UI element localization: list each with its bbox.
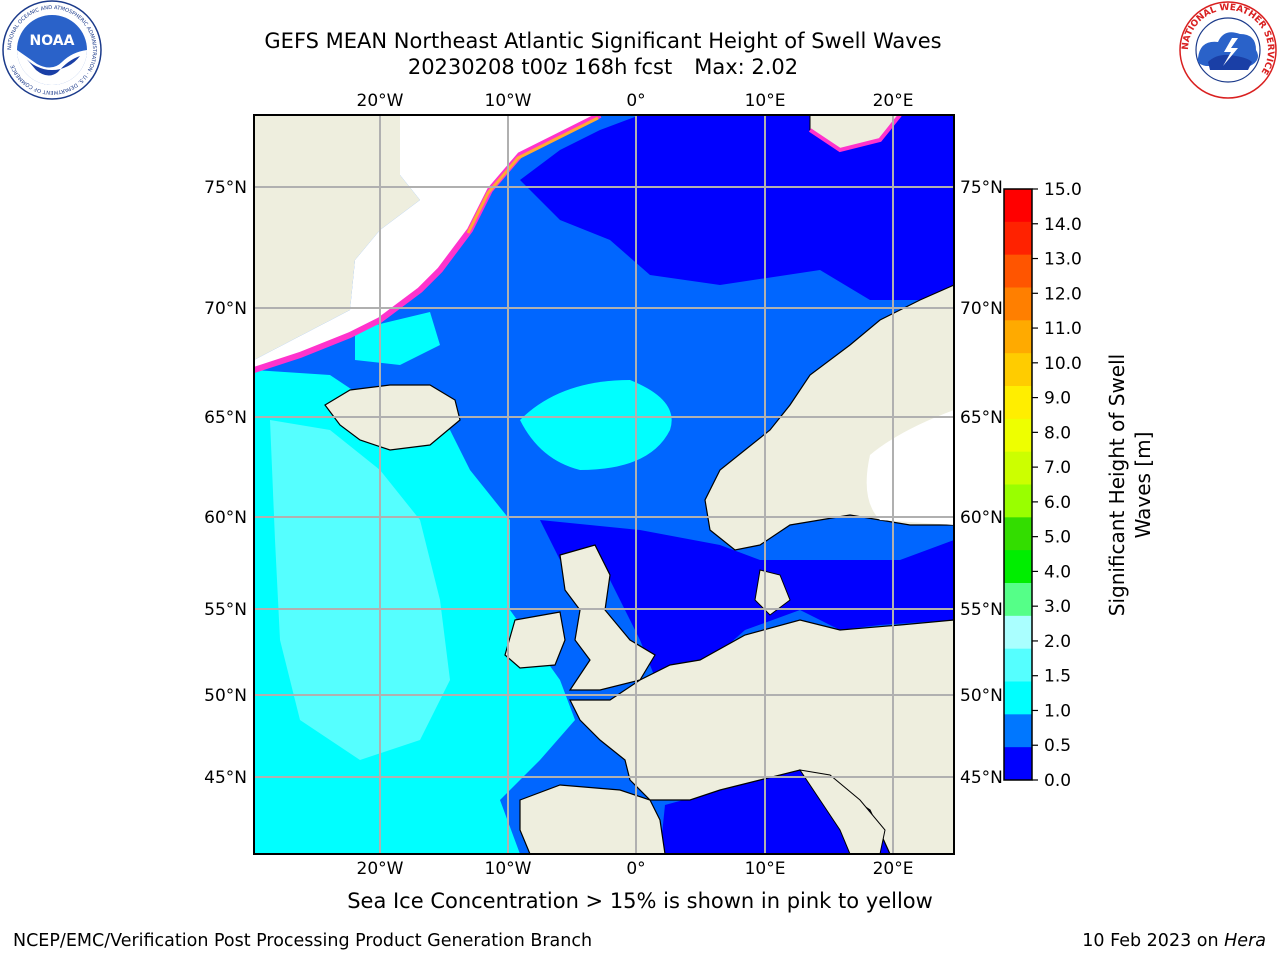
map-layers bbox=[254, 115, 954, 854]
colorbar-segment bbox=[1004, 681, 1032, 715]
colorbar-segment bbox=[1004, 254, 1032, 288]
lat-label-right: 75°N bbox=[960, 178, 1003, 198]
lat-label-right: 50°N bbox=[960, 686, 1003, 706]
colorbar-segment bbox=[1004, 287, 1032, 321]
lon-label-bottom: 20°E bbox=[873, 859, 914, 879]
colorbar-tick-label: 0.5 bbox=[1044, 736, 1071, 756]
lon-label-bottom: 0° bbox=[626, 859, 645, 879]
colorbar-segment bbox=[1004, 615, 1032, 650]
lon-label-top: 0° bbox=[626, 91, 645, 111]
colorbar-tick-label: 0.0 bbox=[1044, 771, 1071, 791]
bothnia-ice bbox=[866, 410, 954, 525]
lat-label-right: 55°N bbox=[960, 600, 1003, 620]
ireland-land bbox=[504, 611, 566, 669]
colorbar-label-line2: Waves [m] bbox=[1131, 432, 1155, 539]
colorbar-segment bbox=[1004, 451, 1032, 485]
lat-label-left: 75°N bbox=[204, 178, 247, 198]
colorbar-tick-label: 1.0 bbox=[1044, 701, 1071, 721]
lon-label-top: 10°W bbox=[485, 91, 532, 111]
lat-label-left: 50°N bbox=[204, 686, 247, 706]
footer-host: Hera bbox=[1224, 931, 1266, 951]
colorbar-label-line1: Significant Height of Swell bbox=[1105, 354, 1129, 616]
map-frame bbox=[253, 114, 955, 855]
colorbar-segment bbox=[1004, 189, 1032, 223]
colorbar-segment bbox=[1004, 517, 1032, 551]
graticule bbox=[254, 115, 954, 854]
lat-label-right: 70°N bbox=[960, 299, 1003, 319]
forecast-run: 20230208 t00z 168h fcst bbox=[407, 55, 673, 79]
max-value: Max: 2.02 bbox=[694, 55, 799, 79]
colorbar-tick-label: 10.0 bbox=[1044, 354, 1082, 374]
lon-label-bottom: 20°W bbox=[357, 859, 404, 879]
colorbar-tick-label: 9.0 bbox=[1044, 389, 1071, 409]
colorbar-tick-label: 11.0 bbox=[1044, 319, 1082, 339]
denmark-strait-patch bbox=[355, 312, 440, 365]
lat-label-right: 60°N bbox=[960, 508, 1003, 528]
footer-credit: NCEP/EMC/Verification Post Processing Pr… bbox=[13, 931, 593, 951]
lat-label-right: 45°N bbox=[960, 768, 1003, 788]
lat-label-left: 45°N bbox=[204, 768, 247, 788]
lon-label-top: 20°W bbox=[357, 91, 404, 111]
italy-land bbox=[798, 769, 886, 854]
sea-ice-note: Sea Ice Concentration > 15% is shown in … bbox=[347, 889, 933, 913]
iberia-land bbox=[519, 784, 666, 854]
chart-title: GEFS MEAN Northeast Atlantic Significant… bbox=[264, 29, 942, 53]
colorbar-segment bbox=[1004, 550, 1032, 584]
colorbar-tick-label: 8.0 bbox=[1044, 423, 1071, 443]
colorbar-frame bbox=[1003, 188, 1033, 781]
lat-label-left: 60°N bbox=[204, 508, 247, 528]
sea-ice-edge bbox=[254, 115, 602, 373]
colorbar-segment bbox=[1004, 648, 1032, 682]
lon-label-bottom: 10°W bbox=[485, 859, 532, 879]
colorbar-segment bbox=[1004, 320, 1032, 354]
colorbar-tick-label: 14.0 bbox=[1044, 215, 1082, 235]
colorbar-segment bbox=[1004, 221, 1032, 256]
colorbar: 15.0 14.0 13.0 12.0 11.0 10.0 9.0 8.0 7.0 6.0 5.0 4… bbox=[1003, 180, 1082, 791]
colorbar-tick-label: 12.0 bbox=[1044, 284, 1082, 304]
colorbar-segment bbox=[1004, 714, 1032, 748]
footer-date: 10 Feb 2023 on Hera bbox=[1082, 931, 1266, 951]
norwegian-sea-patch bbox=[520, 380, 672, 470]
lat-label-left: 70°N bbox=[204, 299, 247, 319]
colorbar-segment bbox=[1004, 747, 1032, 781]
colorbar-tick-label: 6.0 bbox=[1044, 493, 1071, 513]
lon-label-top: 20°E bbox=[873, 91, 914, 111]
higher-swell-region bbox=[270, 420, 450, 760]
lon-label-bottom: 10°E bbox=[745, 859, 786, 879]
lat-label-left: 65°N bbox=[204, 408, 247, 428]
greenland-land bbox=[254, 115, 420, 360]
lat-label-left: 55°N bbox=[204, 600, 247, 620]
nws-logo: NATIONAL WEATHER SERVICE bbox=[1179, 1, 1277, 99]
colorbar-tick-label: 15.0 bbox=[1044, 180, 1082, 200]
sea-ice-edge-orange bbox=[466, 116, 599, 234]
colorbar-segment bbox=[1004, 583, 1032, 617]
colorbar-tick-label: 7.0 bbox=[1044, 458, 1071, 478]
lon-label-top: 10°E bbox=[745, 91, 786, 111]
noaa-wordmark: NOAA bbox=[30, 33, 75, 49]
lat-label-right: 65°N bbox=[960, 408, 1003, 428]
colorbar-segment bbox=[1004, 353, 1032, 387]
barents-calm-region bbox=[520, 115, 954, 300]
sea-ice-white bbox=[254, 115, 600, 370]
denmark-land bbox=[754, 569, 791, 616]
chart-subtitle: 20230208 t00z 168h fcst Max: 2.02 bbox=[0, 54, 1206, 80]
colorbar-tick-label: 4.0 bbox=[1044, 562, 1071, 582]
colorbar-tick-label: 13.0 bbox=[1044, 250, 1082, 270]
colorbar-tick-label: 2.0 bbox=[1044, 632, 1071, 652]
footer-date-text: 10 Feb 2023 on bbox=[1082, 931, 1225, 951]
colorbar-segment bbox=[1004, 418, 1032, 453]
colorbar-segment bbox=[1004, 386, 1032, 420]
colorbar-tick-label: 3.0 bbox=[1044, 597, 1071, 617]
noaa-logo: NATIONAL OCEANIC AND ATMOSPHERIC ADMINIS… bbox=[2, 0, 102, 100]
great-britain-land bbox=[559, 544, 656, 691]
colorbar-tick-label: 5.0 bbox=[1044, 528, 1071, 548]
colorbar-tick-label: 1.5 bbox=[1044, 667, 1071, 687]
colorbar-segment bbox=[1004, 484, 1032, 518]
svalbard-ice-edge bbox=[808, 115, 902, 153]
